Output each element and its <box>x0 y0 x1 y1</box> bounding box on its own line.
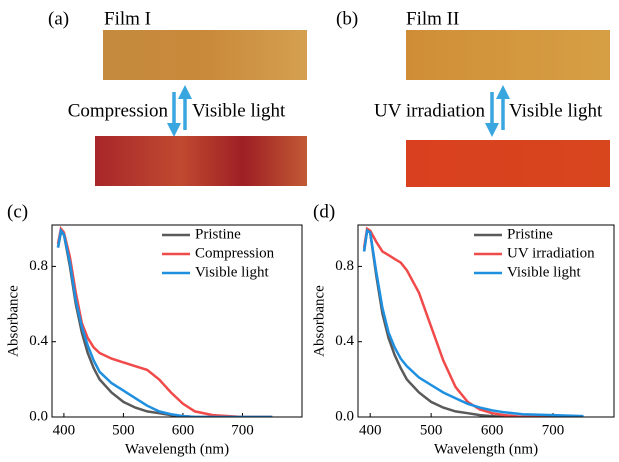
y-axis-label: Absorbance <box>311 285 327 357</box>
y-tick-label: 0.0 <box>29 408 48 424</box>
panel-a: (a) Film I Compression Visible light <box>48 8 307 186</box>
figure: (a) Film I Compression Visible light (b)… <box>0 0 619 462</box>
panel-label: (a) <box>48 8 69 29</box>
x-tick-label: 600 <box>172 422 195 438</box>
x-tick-label: 500 <box>420 422 443 438</box>
y-tick-label: 0.0 <box>335 408 354 424</box>
y-tick-label: 0.4 <box>29 333 48 349</box>
x-axis-label: Wavelength (nm) <box>434 441 538 457</box>
x-tick-label: 700 <box>542 422 565 438</box>
y-tick-label: 0.4 <box>335 333 354 349</box>
x-tick-label: 400 <box>53 422 76 438</box>
legend-label: UV irradiation <box>507 245 595 261</box>
legend-label: Pristine <box>507 226 553 242</box>
panel-label: (b) <box>336 8 358 29</box>
panel-label: (c) <box>7 201 28 222</box>
film-label: Film II <box>406 8 459 29</box>
x-tick-label: 500 <box>112 422 135 438</box>
y-tick-label: 0.8 <box>29 258 48 274</box>
arrow-label: Compression <box>68 100 169 121</box>
x-tick-label: 700 <box>231 422 254 438</box>
y-tick-label: 0.8 <box>335 258 354 274</box>
film-label: Film I <box>104 8 151 29</box>
film-photo <box>95 136 307 186</box>
x-tick-label: 400 <box>359 422 382 438</box>
film-photo <box>406 30 610 80</box>
legend-label: Compression <box>195 245 275 261</box>
legend-label: Pristine <box>195 226 241 242</box>
film-photo <box>406 140 610 187</box>
legend-label: Visible light <box>507 264 582 280</box>
film-photo <box>103 30 307 80</box>
y-axis-label: Absorbance <box>5 285 21 357</box>
arrow-label: UV irradiation <box>374 100 485 121</box>
panel-b: (b) Film II UV irradiation Visible light <box>336 8 610 187</box>
x-tick-label: 600 <box>481 422 504 438</box>
arrow-label: Visible light <box>192 100 286 121</box>
arrow-label: Visible light <box>509 100 603 121</box>
x-axis-label: Wavelength (nm) <box>125 441 229 457</box>
panel-label: (d) <box>313 201 335 222</box>
legend-label: Visible light <box>195 264 270 280</box>
